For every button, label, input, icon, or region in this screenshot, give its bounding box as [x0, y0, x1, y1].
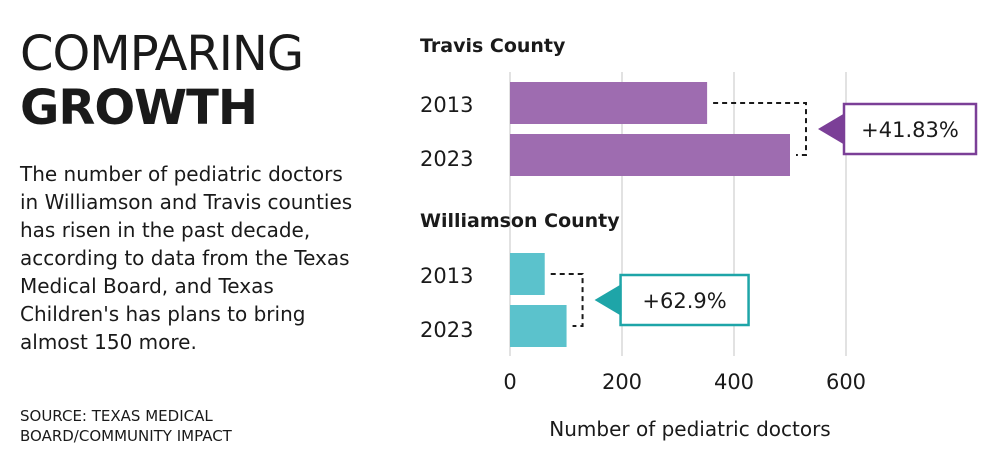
x-tick-label: 200 [602, 370, 642, 394]
bar [510, 82, 708, 124]
change-bracket [550, 273, 584, 327]
change-callouts: +41.83% +62.9% [550, 102, 978, 327]
callout-arrow [818, 113, 845, 145]
headline-line-2: GROWTH [20, 80, 258, 136]
category-label: 2023 [420, 318, 473, 342]
change-callout-box [842, 102, 978, 156]
source-note: SOURCE: TEXAS MEDICAL BOARD/COMMUNITY IM… [20, 407, 232, 445]
bar [510, 253, 545, 295]
x-tick-label: 0 [503, 370, 516, 394]
labels: Travis County 2013 2023 Williamson County 20… [420, 35, 620, 342]
change-label: +62.9% [642, 289, 726, 313]
category-label: 2023 [420, 147, 473, 171]
x-axis: 0 200 400 600 Number of pediatric doctors [503, 370, 866, 441]
x-axis-label: Number of pediatric doctors [549, 417, 830, 441]
bar [510, 134, 790, 176]
group-title: Williamson County [420, 210, 620, 232]
change-label: +41.83% [861, 118, 959, 142]
change-callout-box [619, 273, 750, 327]
group-title: Travis County [420, 35, 566, 57]
category-label: 2013 [420, 93, 473, 117]
change-bracket [713, 102, 807, 156]
category-label: 2013 [420, 264, 473, 288]
bar [510, 305, 567, 347]
x-tick-label: 600 [826, 370, 866, 394]
bars [510, 82, 790, 347]
headline-line-1: COMPARING [20, 26, 304, 82]
callout-arrow [594, 284, 622, 316]
x-tick-label: 400 [714, 370, 754, 394]
description-text: The number of pediatric doctors in Willi… [20, 162, 353, 354]
